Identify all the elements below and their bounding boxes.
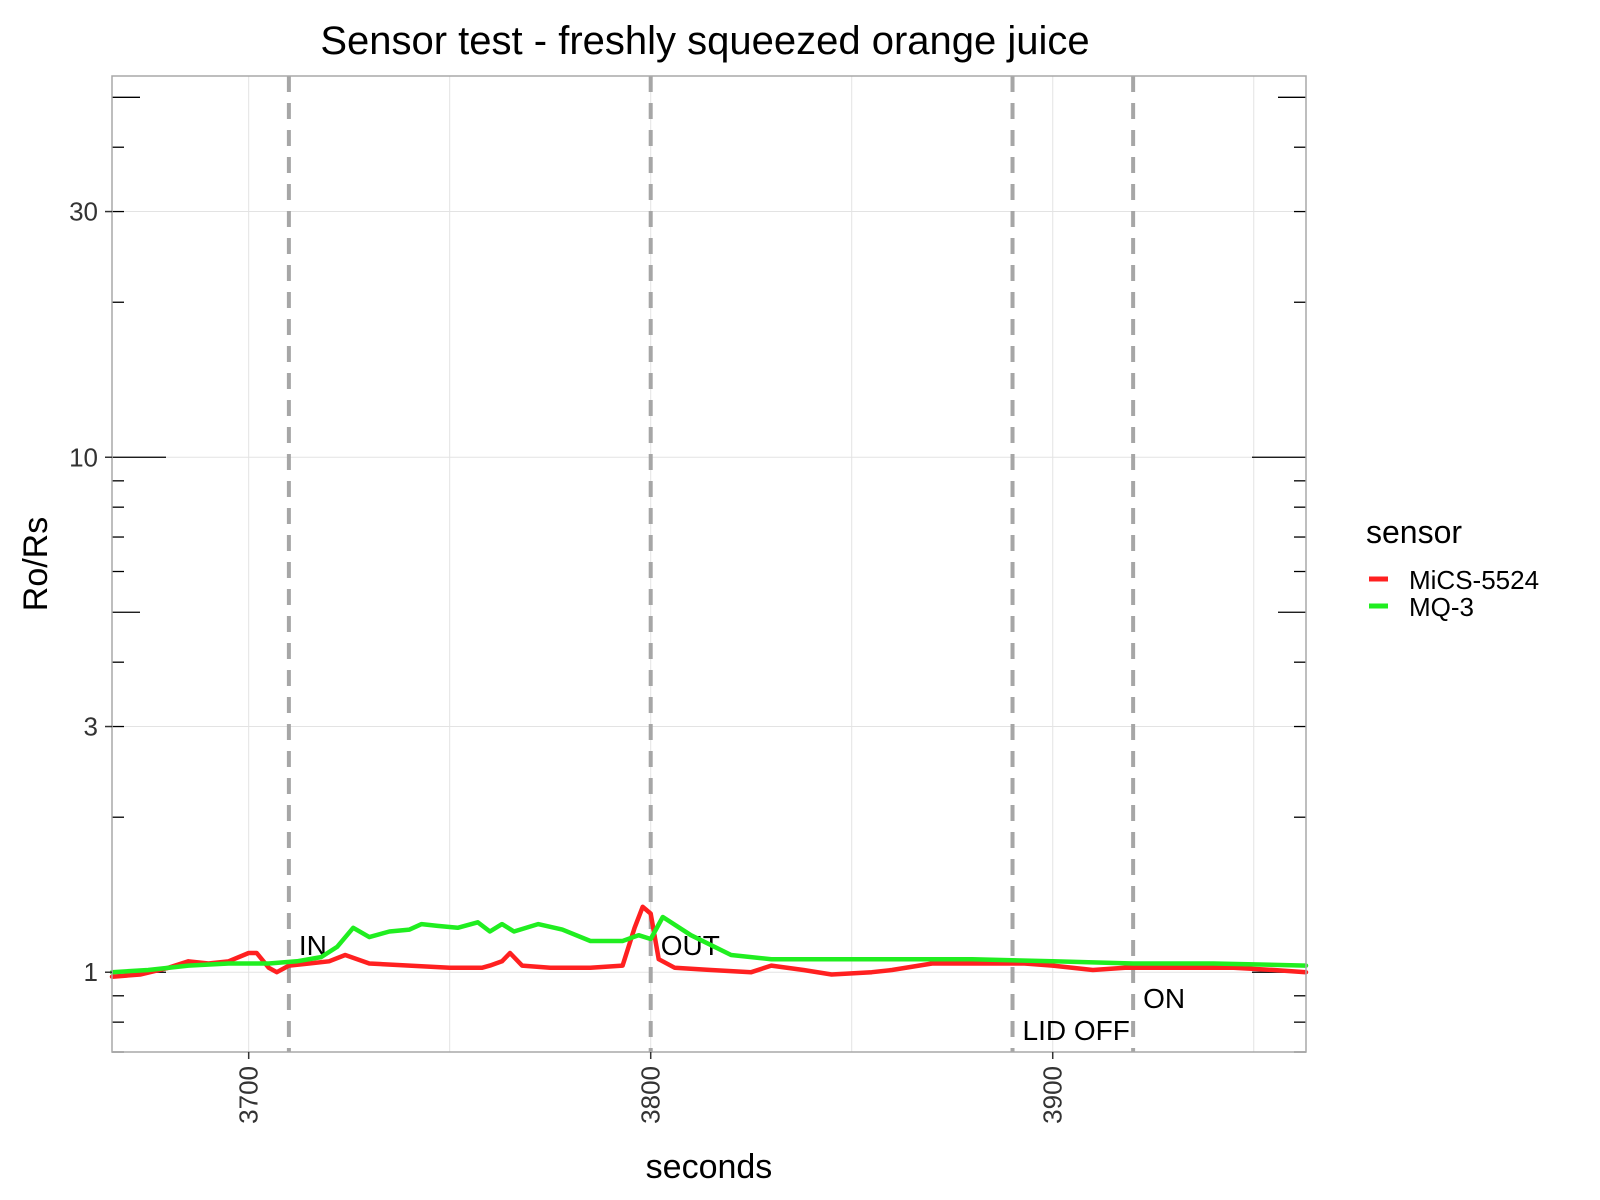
x-tick-label: 3800 (636, 1066, 666, 1124)
y-tick-label: 30 (69, 197, 98, 227)
event-marker-label: ON (1143, 983, 1185, 1014)
y-grid (112, 211, 1306, 973)
series-line-mq-3 (109, 914, 1309, 975)
y-axis-title: Ro/Rs (17, 517, 55, 611)
x-axis-title: seconds (646, 1148, 773, 1186)
x-grid (248, 76, 1255, 1052)
x-tick-label: 3700 (234, 1066, 264, 1124)
y-tick-label: 3 (84, 712, 98, 742)
y-axis-ticks: 1 3 10 30 (69, 197, 112, 987)
chart-title: Sensor test - freshly squeezed orange ju… (320, 19, 1089, 63)
x-axis-ticks: 3700 3800 3900 (234, 1052, 1068, 1124)
y-tick-label: 10 (69, 442, 98, 472)
plot-border (111, 75, 1307, 1053)
legend-label-mq-3: MQ-3 (1409, 592, 1474, 622)
legend: sensor MiCS-5524 MQ-3 (1366, 514, 1539, 622)
legend-title: sensor (1366, 514, 1462, 550)
event-marker-label: LID OFF (1023, 1015, 1130, 1046)
y-tick-label: 1 (84, 957, 98, 987)
x-tick-label: 3900 (1038, 1066, 1068, 1124)
minor-tick-marks (112, 96, 1306, 1053)
legend-label-mics-5524: MiCS-5524 (1409, 565, 1539, 595)
series-lines (109, 904, 1309, 979)
series-line-mics-5524 (109, 904, 1309, 979)
